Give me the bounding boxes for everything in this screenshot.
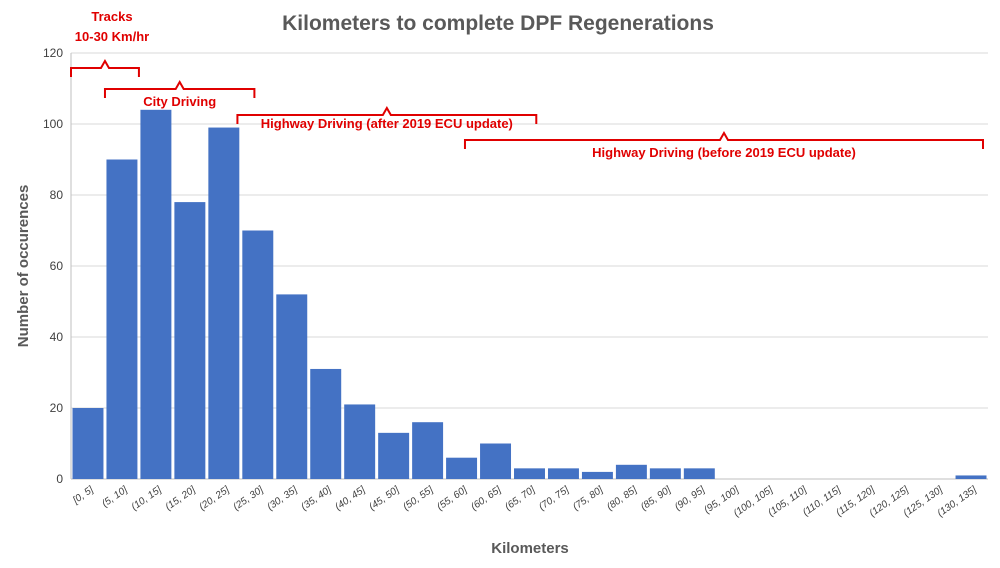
y-tick-label: 120 — [43, 46, 63, 60]
y-tick-label: 40 — [50, 330, 64, 344]
x-tick-label: (80, 85] — [605, 484, 639, 513]
annotation-label: 10-30 Km/hr — [75, 29, 149, 44]
x-tick-label: (5, 10] — [100, 484, 130, 509]
x-axis-ticks: [0, 5] (5, 10] (10, 15] (15, 20] (20, 25] (25… — [70, 484, 979, 519]
x-tick-label: (35, 40] — [299, 484, 333, 513]
x-tick-label: (45, 50] — [367, 484, 401, 513]
x-tick-label: (60, 65] — [469, 484, 503, 513]
bar — [514, 468, 545, 479]
x-tick-label: (10, 15] — [130, 484, 164, 513]
bar — [955, 475, 987, 479]
bar — [72, 408, 104, 479]
bar — [140, 109, 172, 480]
x-tick-label: (65, 70] — [503, 484, 537, 513]
x-tick-label: (75, 80] — [571, 484, 605, 513]
x-tick-label: (30, 35] — [265, 484, 299, 513]
y-tick-label: 0 — [56, 472, 63, 486]
x-tick-label: (15, 20] — [163, 484, 197, 513]
y-axis-ticks: 0 20 40 60 80 100 120 — [43, 46, 63, 486]
x-tick-label: (25, 30] — [231, 484, 265, 513]
annotation-label: Tracks — [91, 9, 132, 24]
annotation-brace — [236, 105, 538, 124]
bar — [412, 422, 444, 479]
bars — [72, 109, 987, 480]
y-tick-label: 80 — [50, 188, 64, 202]
bar — [446, 457, 478, 479]
chart-title: Kilometers to complete DPF Regenerations — [282, 12, 714, 35]
annotation-label: Highway Driving (before 2019 ECU update) — [592, 145, 856, 160]
x-tick-label: (70, 75] — [537, 484, 571, 513]
bar — [208, 127, 240, 480]
bar — [378, 432, 410, 479]
x-tick-label: (85, 90] — [639, 484, 673, 513]
y-tick-label: 60 — [50, 259, 64, 273]
y-tick-label: 100 — [43, 117, 63, 131]
bar — [310, 368, 342, 479]
x-tick-label: (50, 55] — [401, 484, 435, 513]
x-tick-label: (20, 25] — [197, 484, 231, 513]
x-axis-label: Kilometers — [491, 540, 569, 557]
annotation-brace — [463, 130, 984, 149]
annotation-brace — [103, 79, 256, 98]
annotation-label: Highway Driving (after 2019 ECU update) — [261, 116, 513, 131]
annotations: Tracks 10-30 Km/hr City Driving Highway Dri… — [70, 9, 984, 160]
bar — [276, 294, 308, 479]
annotation-brace — [70, 58, 140, 77]
bar — [242, 230, 274, 479]
bar — [581, 471, 613, 479]
bar — [106, 159, 138, 479]
x-tick-label: (40, 45] — [333, 484, 367, 513]
x-tick-label: [0, 5] — [70, 484, 96, 506]
bar — [547, 468, 579, 479]
bar — [174, 202, 206, 479]
bar — [480, 443, 512, 479]
bar — [683, 468, 715, 479]
y-tick-label: 20 — [50, 401, 64, 415]
bar — [649, 468, 681, 479]
y-axis-label: Number of occurences — [15, 185, 32, 348]
annotation-label: City Driving — [143, 94, 216, 109]
x-tick-label: (55, 60] — [435, 484, 469, 513]
bar — [615, 464, 647, 479]
bar — [344, 404, 376, 479]
x-tick-label: (90, 95] — [673, 484, 707, 513]
